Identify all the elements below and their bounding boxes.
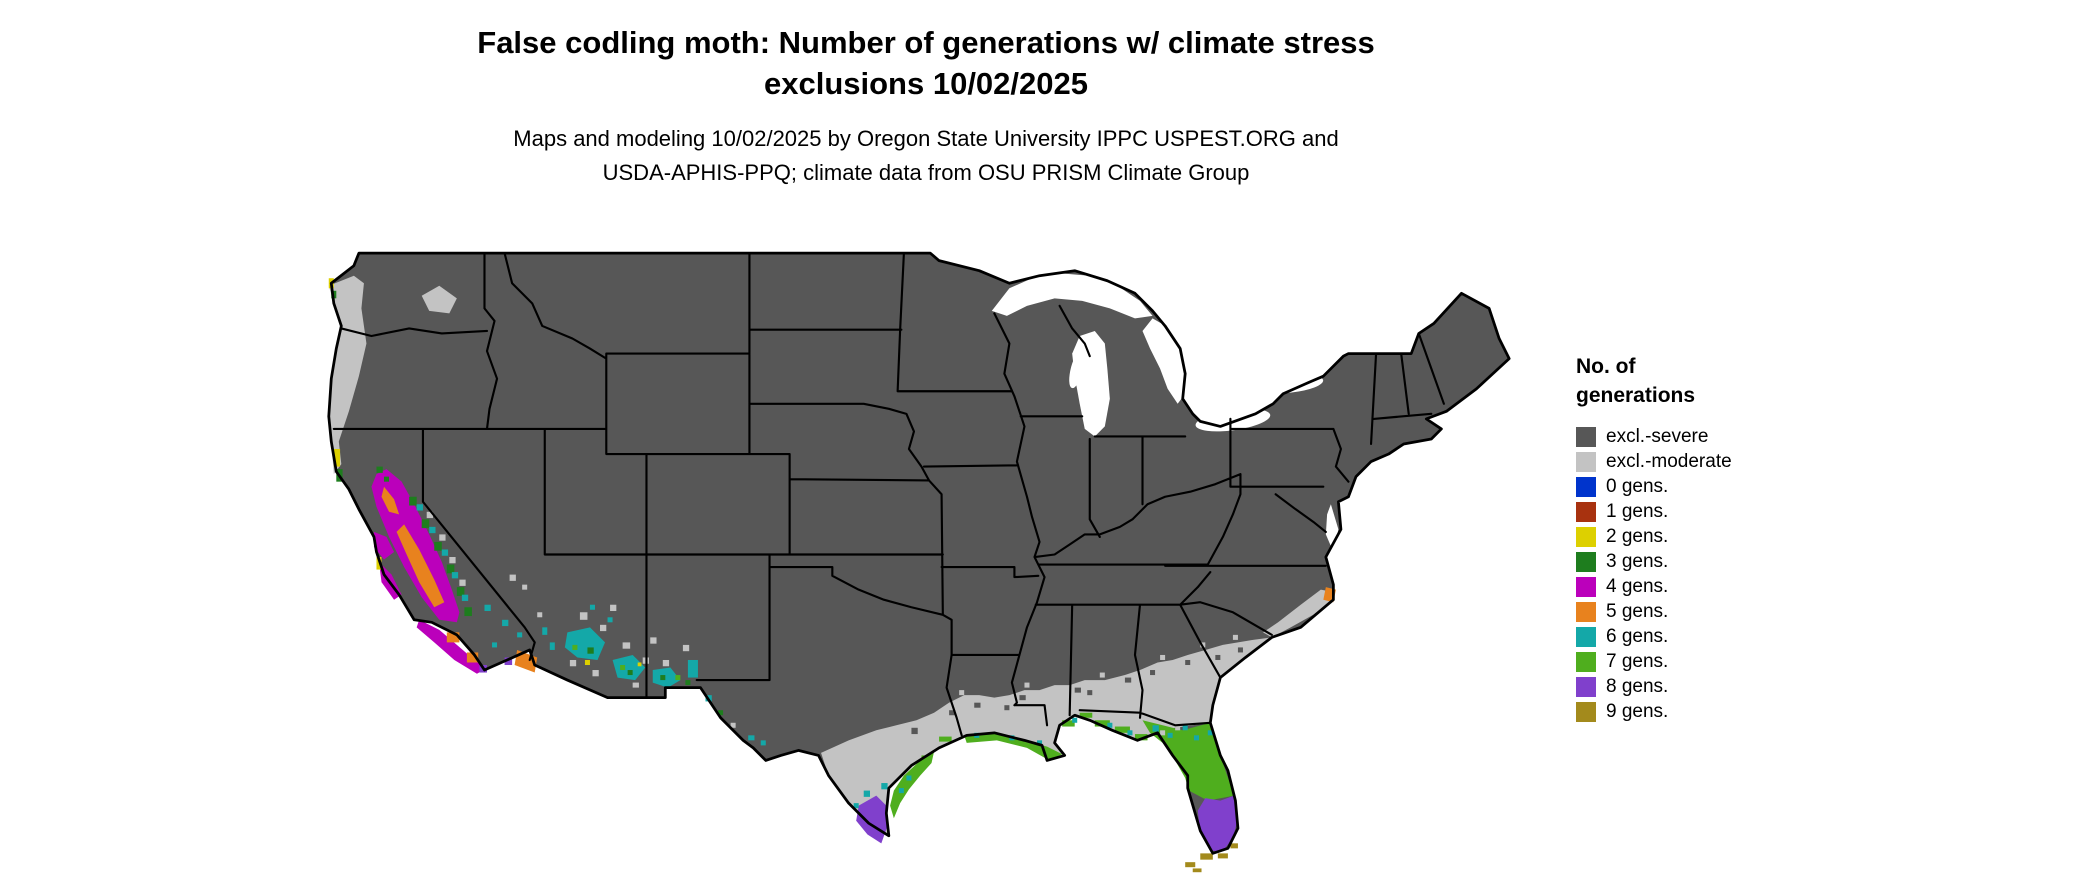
legend-item-label: 9 gens.	[1606, 700, 1669, 722]
legend-item: 4 gens.	[1576, 574, 1836, 599]
region-la-coast-7gens	[964, 712, 1148, 761]
us-outline	[327, 251, 1511, 855]
region-sierra-speckle-3gens	[409, 496, 472, 617]
region-fl-peninsula-7gens	[1142, 720, 1235, 801]
legend-color-swatch	[1576, 651, 1596, 672]
region-ms-al-coast-7gens	[1062, 712, 1093, 727]
legend-title: No. of generations	[1576, 352, 1836, 410]
legend-item: 9 gens.	[1576, 699, 1836, 724]
region-mojave-6gens-specks	[484, 604, 523, 638]
legend-item-label: excl.-moderate	[1606, 450, 1732, 472]
figure-subtitle-line2: USDA-APHIS-PPQ; climate data from OSU PR…	[602, 160, 1250, 185]
legend-color-swatch	[1576, 426, 1596, 447]
legend-item: excl.-moderate	[1576, 449, 1836, 474]
us-landmass	[328, 253, 1510, 854]
legend-item-label: excl.-severe	[1606, 425, 1709, 447]
figure-title-line1: False codling moth: Number of generation…	[477, 25, 1375, 60]
figure-title-line2: exclusions 10/02/2025	[763, 66, 1089, 101]
legend-item-label: 3 gens.	[1606, 550, 1669, 572]
legend-item: 1 gens.	[1576, 499, 1836, 524]
legend-item-label: 2 gens.	[1606, 525, 1669, 547]
legend-color-swatch	[1576, 501, 1596, 522]
region-columbia-basin-moderate	[421, 285, 457, 314]
legend-color-swatch	[1576, 551, 1596, 572]
us-map	[321, 228, 1527, 881]
region-stx-specks	[853, 775, 912, 809]
region-sierra-speckle-moderate	[426, 511, 543, 618]
legend-item: 7 gens.	[1576, 649, 1836, 674]
legend-color-swatch	[1576, 451, 1596, 472]
region-az-nm-speckle-7gens	[572, 644, 681, 681]
legend-item: 0 gens.	[1576, 474, 1836, 499]
region-band-severe-specks	[911, 647, 1243, 735]
legend-item: excl.-severe	[1576, 424, 1836, 449]
region-az-nm-speckle-3gens	[587, 647, 724, 716]
legend-items: excl.-severe excl.-moderate 0 gens. 1 ge…	[1576, 424, 1836, 724]
figure-title: False codling moth: Number of generation…	[477, 22, 1374, 104]
region-fl-panhandle-7gens	[1094, 720, 1148, 741]
legend-item-label: 1 gens.	[1606, 500, 1669, 522]
legend-color-swatch	[1576, 626, 1596, 647]
legend-title-line1: No. of	[1576, 355, 1636, 378]
region-tx-coast-7gens	[890, 736, 952, 819]
region-fl-specks-moderate	[1160, 725, 1181, 736]
region-fl-keys-9gens	[1185, 843, 1238, 873]
legend-color-swatch	[1576, 701, 1596, 722]
region-stx-coast-7gens	[890, 751, 935, 819]
figure-subtitle-line1: Maps and modeling 10/02/2025 by Oregon S…	[513, 126, 1339, 151]
region-az-nm-speckle-2gens	[584, 659, 642, 667]
legend-item-label: 4 gens.	[1606, 575, 1669, 597]
region-south-moderate-band	[821, 589, 1334, 836]
legend-color-swatch	[1576, 601, 1596, 622]
green-bay	[1069, 349, 1086, 389]
lake-ontario	[1258, 374, 1324, 394]
region-fl-specks-6gens	[1152, 725, 1213, 741]
legend-item: 3 gens.	[1576, 549, 1836, 574]
region-az-nm-speckle-6gens	[542, 604, 766, 746]
legend-item-label: 7 gens.	[1606, 650, 1669, 672]
legend-item: 6 gens.	[1576, 624, 1836, 649]
region-sierra-speckle-6gens	[416, 504, 523, 648]
region-ca-bay-area-4gens	[373, 531, 395, 560]
legend-item: 8 gens.	[1576, 674, 1836, 699]
region-pnw-moderate	[328, 275, 457, 475]
us-map-svg	[327, 251, 1511, 873]
legend-item-label: 0 gens.	[1606, 475, 1669, 497]
legend-color-swatch	[1576, 676, 1596, 697]
figure-subtitle: Maps and modeling 10/02/2025 by Oregon S…	[513, 122, 1338, 190]
legend-item: 5 gens.	[1576, 599, 1836, 624]
region-nc-coast-moderate	[1263, 589, 1334, 638]
legend-item-label: 8 gens.	[1606, 675, 1669, 697]
state-borders	[332, 252, 1445, 737]
region-fl-south-8gens	[1197, 795, 1238, 851]
lake-huron	[1142, 318, 1188, 404]
region-nv-specks	[509, 574, 543, 618]
legend-item-label: 5 gens.	[1606, 600, 1669, 622]
legend-color-swatch	[1576, 476, 1596, 497]
legend-item: 2 gens.	[1576, 524, 1836, 549]
legend: No. of generations excl.-severe excl.-mo…	[1576, 352, 1836, 724]
legend-item-label: 6 gens.	[1606, 625, 1669, 647]
legend-title-line2: generations	[1576, 384, 1696, 407]
legend-color-swatch	[1576, 576, 1596, 597]
legend-color-swatch	[1576, 526, 1596, 547]
